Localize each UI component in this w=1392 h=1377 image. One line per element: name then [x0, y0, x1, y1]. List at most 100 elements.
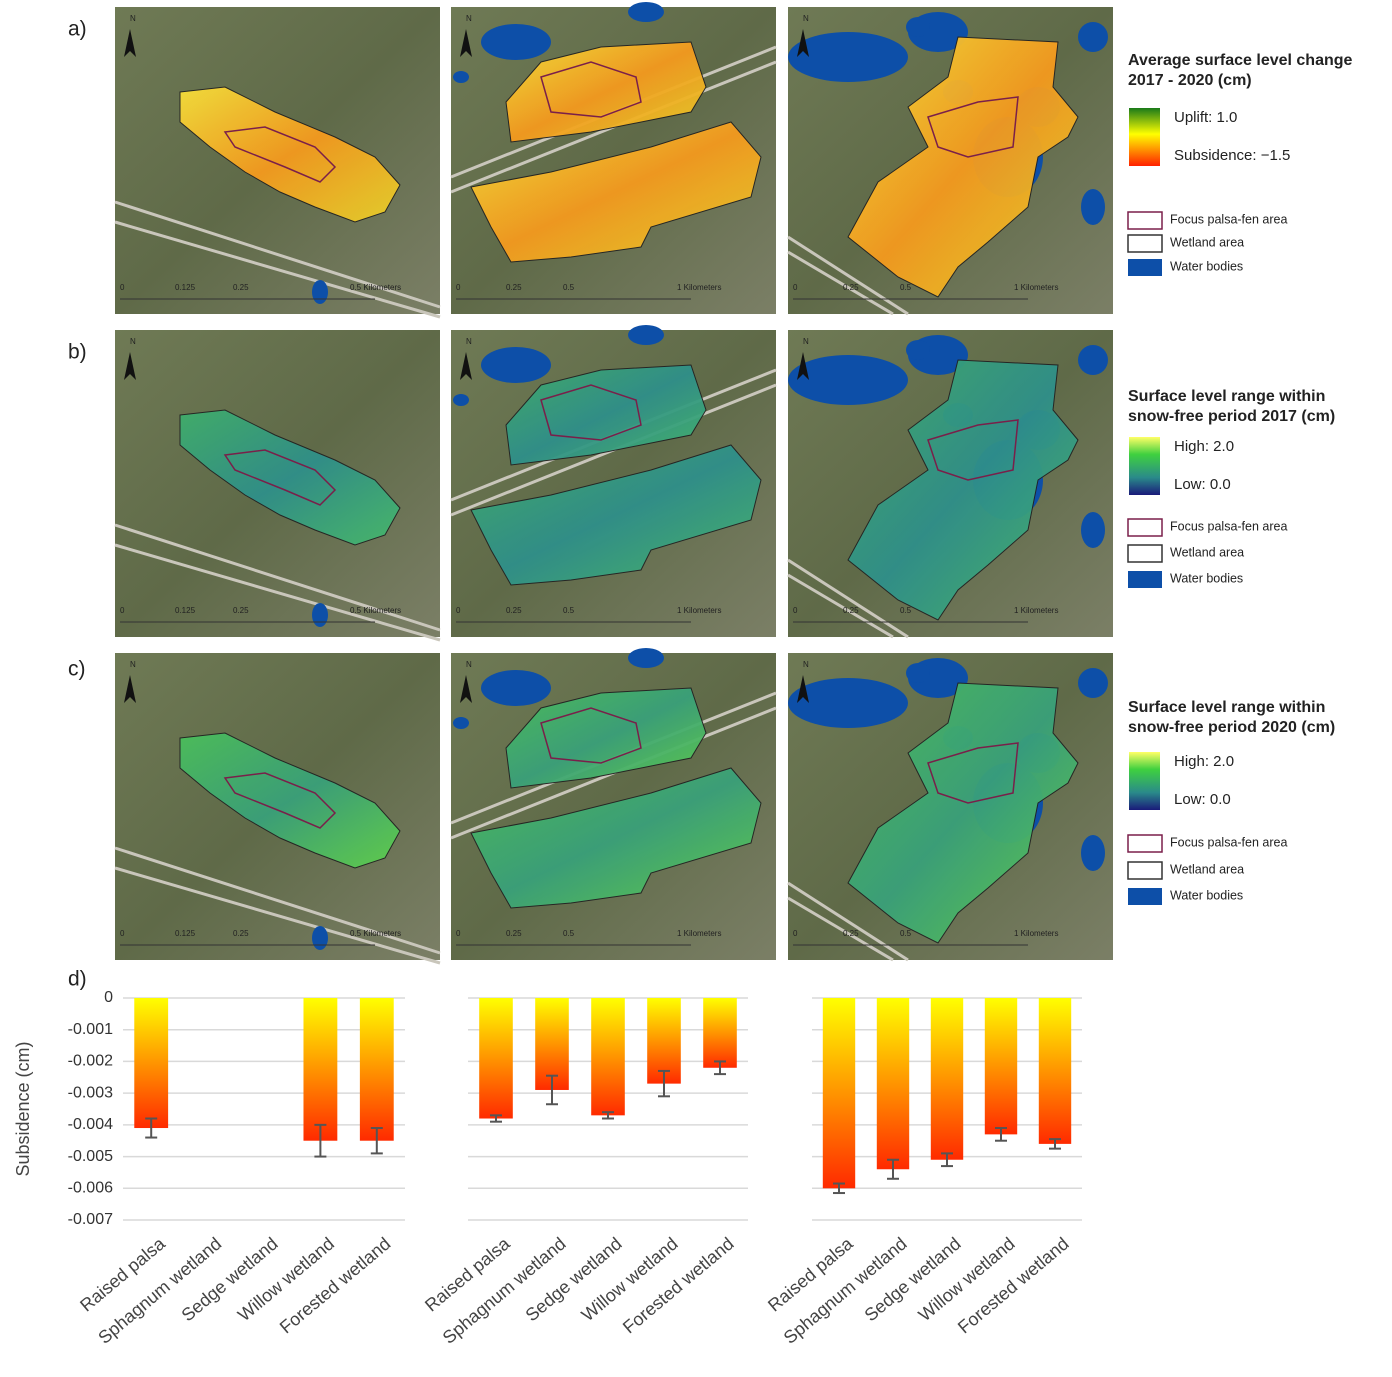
- map-panel: N 0 0.25 0.5 1 Kilometers: [451, 648, 776, 960]
- water-body: [788, 355, 908, 405]
- legend-title: snow-free period 2017 (cm): [1128, 408, 1335, 425]
- water-body: [628, 2, 664, 22]
- legend-symbol: [1128, 571, 1162, 588]
- x-tick-label: Sedge wetland: [522, 1233, 626, 1325]
- legend-symbol: [1128, 545, 1162, 562]
- scale-label: 0.5: [563, 929, 575, 938]
- scale-label: 0.25: [506, 606, 522, 615]
- water-body: [628, 325, 664, 345]
- water-body: [481, 24, 551, 60]
- scale-label: 0.5: [900, 283, 912, 292]
- legend-item: Focus palsa-fen area: [1170, 519, 1287, 533]
- water-body: [453, 717, 469, 729]
- north-label: N: [466, 660, 472, 669]
- legend-item: Focus palsa-fen area: [1170, 212, 1287, 226]
- legend-high: High: 2.0: [1174, 438, 1234, 455]
- scale-label: 0.125: [175, 929, 196, 938]
- scale-label: 0.25: [506, 929, 522, 938]
- legend-item: Wetland area: [1170, 862, 1244, 876]
- scale-label: 0.25: [233, 606, 249, 615]
- y-tick-label: -0.006: [68, 1180, 113, 1197]
- panel-label: b): [68, 341, 87, 364]
- scale-label: 0.25: [233, 929, 249, 938]
- legend-high: Uplift: 1.0: [1174, 109, 1237, 126]
- scale-label: 0.5 Kilometers: [350, 606, 401, 615]
- charts: 0-0.001-0.002-0.003-0.004-0.005-0.006-0.…: [13, 989, 1082, 1348]
- legend-symbol: [1128, 235, 1162, 252]
- panel-label: d): [68, 968, 87, 991]
- y-tick-label: 0: [104, 989, 113, 1006]
- legend-high: High: 2.0: [1174, 753, 1234, 770]
- scale-label: 0.5: [563, 283, 575, 292]
- water-body: [1081, 189, 1105, 225]
- legend-symbol: [1128, 519, 1162, 536]
- legend-symbol: [1128, 212, 1162, 229]
- legend-title: snow-free period 2020 (cm): [1128, 719, 1335, 736]
- scale-label: 0.5 Kilometers: [350, 283, 401, 292]
- north-label: N: [803, 660, 809, 669]
- water-body: [788, 32, 908, 82]
- scale-label: 1 Kilometers: [1014, 606, 1058, 615]
- scale-label: 0: [456, 929, 461, 938]
- north-label: N: [130, 14, 136, 23]
- bar: [479, 998, 513, 1119]
- legend-title: Surface level range within: [1128, 699, 1325, 716]
- colorbar: [1129, 108, 1160, 166]
- legend-low: Subsidence: −1.5: [1174, 147, 1290, 164]
- scale-label: 0.125: [175, 283, 196, 292]
- scale-label: 0.5: [563, 606, 575, 615]
- scale-label: 0.125: [175, 606, 196, 615]
- legend-item: Water bodies: [1170, 888, 1243, 902]
- bar-chart: 0-0.001-0.002-0.003-0.004-0.005-0.006-0.…: [13, 989, 405, 1348]
- scale-label: 0.5 Kilometers: [350, 929, 401, 938]
- scale-label: 1 Kilometers: [677, 929, 721, 938]
- y-tick-label: -0.004: [68, 1116, 113, 1133]
- water-body: [312, 926, 328, 950]
- y-tick-label: -0.003: [68, 1084, 113, 1101]
- panel-label: c): [68, 658, 86, 681]
- water-body: [481, 347, 551, 383]
- legend-title: Average surface level change: [1128, 52, 1353, 69]
- colorbar: [1129, 752, 1160, 810]
- scale-label: 0: [120, 606, 125, 615]
- scale-label: 0.25: [843, 283, 859, 292]
- legend-symbol: [1128, 259, 1162, 276]
- water-body: [906, 663, 930, 683]
- x-tick-label: Sedge wetland: [178, 1233, 282, 1325]
- scale-label: 0.25: [506, 283, 522, 292]
- water-body: [628, 648, 664, 668]
- water-body: [312, 280, 328, 304]
- bar: [877, 998, 909, 1169]
- colorbar: [1129, 437, 1160, 495]
- y-axis-label: Subsidence (cm): [13, 1041, 33, 1176]
- scale-label: 0.25: [843, 929, 859, 938]
- water-body: [1078, 22, 1108, 52]
- legend-item: Water bodies: [1170, 259, 1243, 273]
- water-body: [1081, 512, 1105, 548]
- scale-label: 0: [793, 606, 798, 615]
- north-label: N: [803, 337, 809, 346]
- bar: [931, 998, 963, 1160]
- water-body: [906, 17, 930, 37]
- north-label: N: [803, 14, 809, 23]
- north-label: N: [130, 337, 136, 346]
- scale-label: 1 Kilometers: [1014, 283, 1058, 292]
- scale-label: 1 Kilometers: [1014, 929, 1058, 938]
- y-tick-label: -0.005: [68, 1148, 113, 1165]
- map-panel: N00.250.51 Kilometers: [451, 2, 776, 314]
- bar: [303, 998, 337, 1141]
- bar: [134, 998, 168, 1128]
- scale-label: 0: [120, 929, 125, 938]
- legend-item: Water bodies: [1170, 571, 1243, 585]
- water-body: [788, 678, 908, 728]
- scale-label: 1 Kilometers: [677, 606, 721, 615]
- legend-low: Low: 0.0: [1174, 791, 1231, 808]
- water-body: [906, 340, 930, 360]
- water-body: [1078, 345, 1108, 375]
- scale-label: 0: [456, 283, 461, 292]
